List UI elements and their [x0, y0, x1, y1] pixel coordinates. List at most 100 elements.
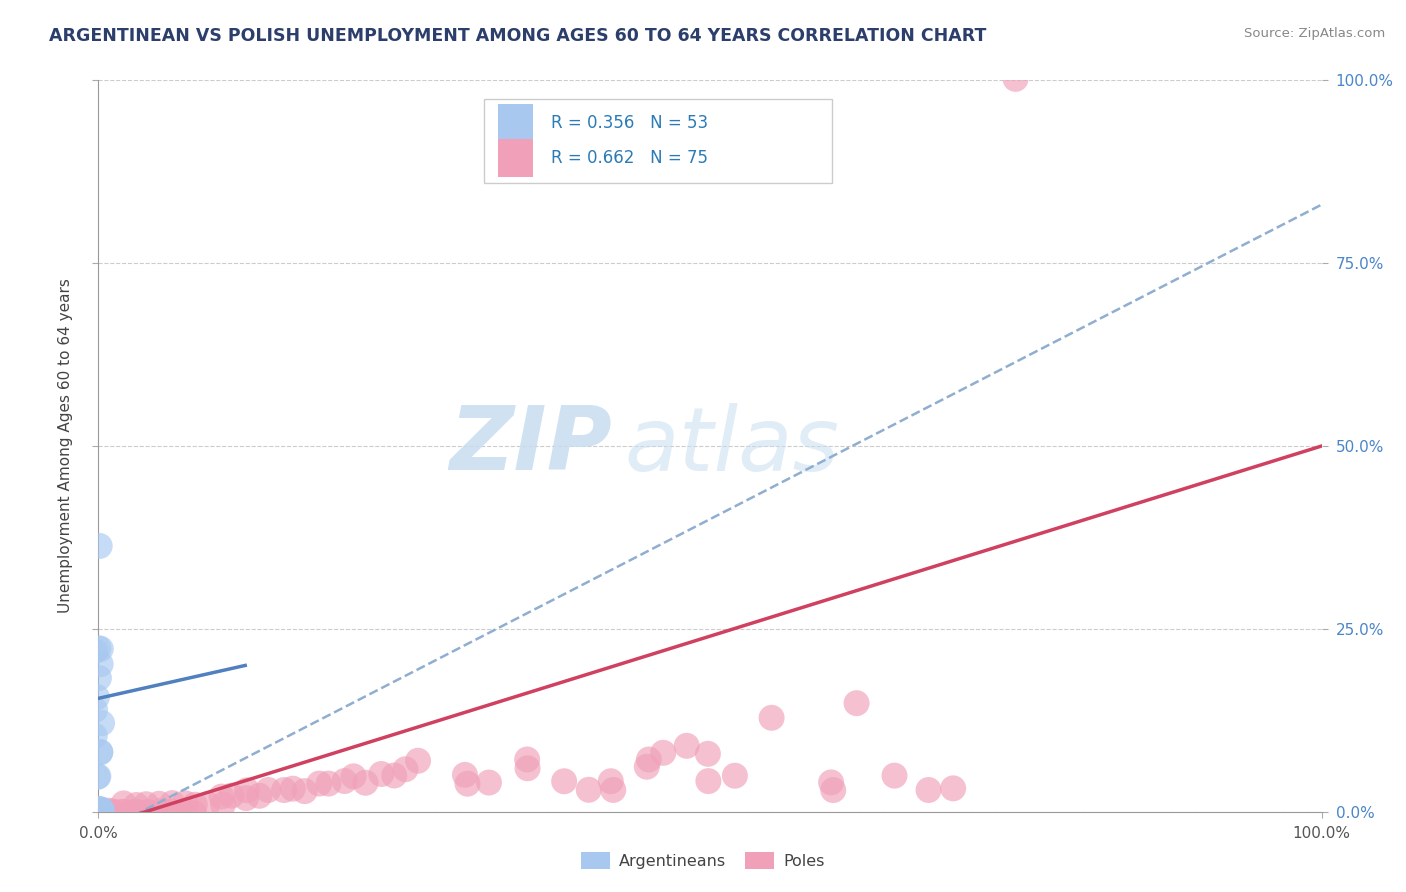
- Point: [90, 657, 112, 672]
- Point: [86, 805, 108, 820]
- Point: [86, 804, 108, 818]
- Point: [318, 776, 340, 790]
- Point: [136, 805, 159, 820]
- Point: [125, 805, 148, 819]
- Point: [652, 746, 675, 760]
- Point: [845, 696, 868, 710]
- Point: [553, 774, 575, 789]
- Point: [90, 803, 112, 817]
- Point: [87, 805, 110, 819]
- Point: [87, 804, 110, 818]
- Point: [90, 802, 112, 816]
- Point: [342, 769, 364, 783]
- Point: [90, 641, 112, 656]
- Point: [114, 805, 136, 819]
- Point: [478, 775, 501, 789]
- Point: [602, 783, 624, 797]
- Point: [675, 739, 697, 753]
- Point: [86, 804, 108, 818]
- Point: [86, 770, 108, 784]
- Point: [90, 805, 112, 820]
- Text: atlas: atlas: [624, 403, 839, 489]
- Point: [696, 747, 718, 761]
- Point: [89, 805, 111, 819]
- Point: [90, 805, 112, 820]
- Point: [149, 804, 172, 818]
- Point: [90, 804, 112, 818]
- Point: [917, 783, 939, 797]
- Point: [294, 784, 316, 798]
- Legend: Argentineans, Poles: Argentineans, Poles: [575, 846, 831, 875]
- Point: [84, 703, 107, 717]
- Point: [86, 806, 108, 821]
- Point: [87, 804, 110, 818]
- Point: [724, 769, 747, 783]
- Point: [86, 804, 108, 818]
- Point: [236, 783, 259, 797]
- Point: [183, 806, 205, 821]
- Point: [124, 805, 146, 819]
- Point: [87, 806, 110, 821]
- Point: [516, 761, 538, 775]
- Point: [370, 767, 392, 781]
- Text: R = 0.662   N = 75: R = 0.662 N = 75: [551, 149, 709, 167]
- Point: [273, 783, 295, 797]
- Point: [84, 807, 107, 822]
- Point: [90, 806, 112, 821]
- Point: [942, 781, 965, 796]
- Point: [211, 789, 233, 804]
- Point: [235, 791, 257, 805]
- FancyBboxPatch shape: [498, 139, 533, 177]
- Point: [90, 805, 112, 819]
- Point: [87, 806, 110, 821]
- Point: [212, 797, 235, 812]
- Point: [84, 807, 107, 822]
- Point: [86, 806, 108, 821]
- Point: [354, 776, 377, 790]
- Point: [90, 803, 112, 817]
- Point: [86, 802, 108, 816]
- Point: [761, 711, 783, 725]
- Point: [84, 804, 107, 818]
- Point: [221, 789, 243, 803]
- Point: [883, 769, 905, 783]
- Point: [86, 690, 108, 705]
- Point: [86, 804, 108, 818]
- Point: [136, 805, 159, 819]
- Point: [308, 776, 330, 790]
- Point: [820, 775, 842, 789]
- Point: [101, 805, 124, 819]
- Point: [89, 805, 111, 819]
- Text: R = 0.356   N = 53: R = 0.356 N = 53: [551, 114, 709, 132]
- Point: [84, 805, 107, 820]
- Point: [89, 745, 111, 759]
- Point: [84, 807, 107, 822]
- Point: [184, 797, 207, 812]
- Point: [87, 805, 110, 820]
- Point: [86, 806, 108, 821]
- Point: [84, 644, 107, 658]
- Point: [599, 774, 621, 789]
- Y-axis label: Unemployment Among Ages 60 to 64 years: Unemployment Among Ages 60 to 64 years: [59, 278, 73, 614]
- Point: [257, 783, 280, 797]
- Point: [87, 671, 110, 685]
- Point: [89, 805, 111, 820]
- Point: [89, 804, 111, 818]
- Point: [86, 805, 108, 819]
- Point: [89, 746, 111, 760]
- Point: [83, 729, 105, 743]
- Point: [83, 803, 105, 817]
- Point: [90, 803, 112, 817]
- Point: [87, 641, 110, 656]
- Point: [457, 777, 479, 791]
- Point: [89, 539, 111, 553]
- Point: [173, 804, 195, 818]
- Point: [87, 805, 110, 820]
- Point: [87, 802, 110, 816]
- Point: [247, 789, 270, 803]
- Point: [87, 803, 110, 817]
- Point: [174, 796, 197, 810]
- Point: [125, 797, 148, 812]
- Point: [91, 716, 114, 731]
- Point: [823, 783, 845, 797]
